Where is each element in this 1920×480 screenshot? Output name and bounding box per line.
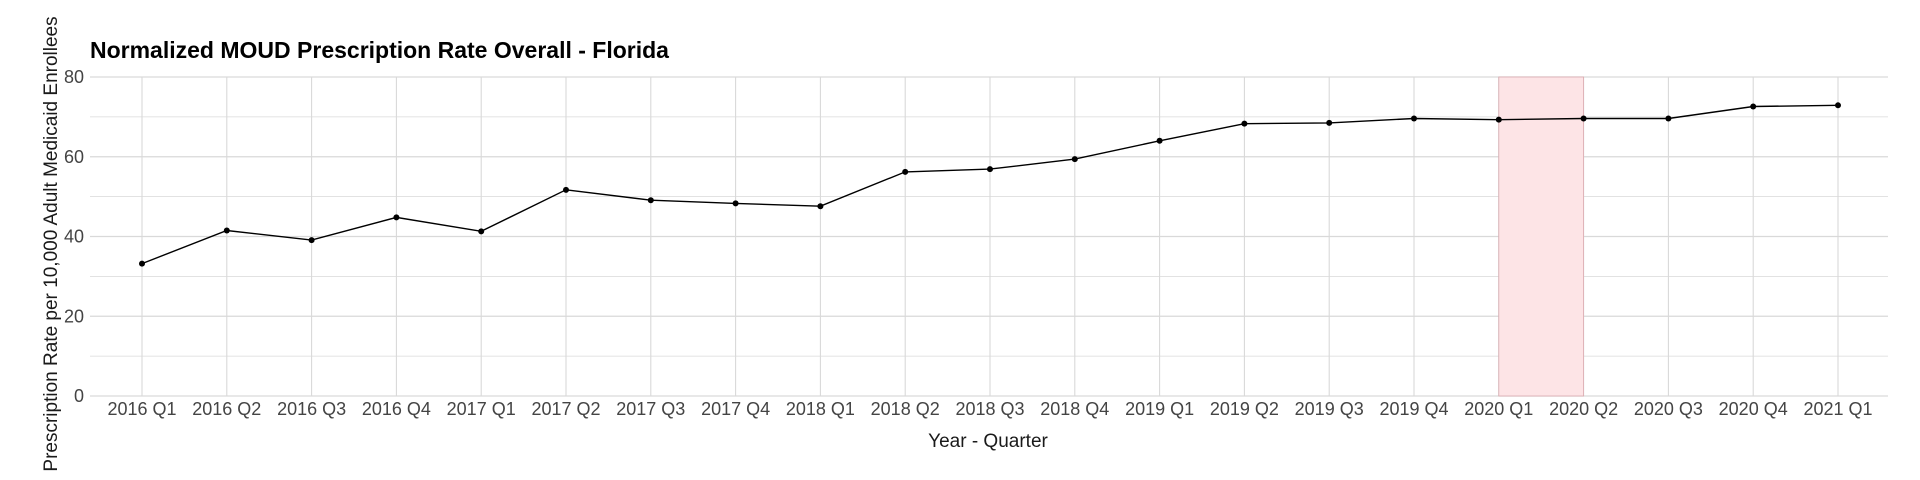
- y-tick-label: 20: [64, 306, 84, 326]
- x-tick-label: 2020 Q4: [1719, 399, 1788, 419]
- data-point: [478, 228, 485, 235]
- x-tick-label: 2017 Q1: [447, 399, 516, 419]
- x-tick-label: 2018 Q2: [871, 399, 940, 419]
- data-point: [1241, 120, 1248, 127]
- data-point: [1156, 137, 1163, 144]
- highlight-layer: [1498, 76, 1585, 397]
- x-tick-label: 2019 Q1: [1125, 399, 1194, 419]
- data-point: [1835, 102, 1841, 109]
- x-tick-label: 2016 Q3: [277, 399, 346, 419]
- highlight-band: [1498, 76, 1585, 397]
- data-point: [1580, 115, 1587, 122]
- x-tick-label: 2020 Q1: [1464, 399, 1533, 419]
- series-layer: [139, 102, 1841, 267]
- x-tick-label: 2017 Q3: [616, 399, 685, 419]
- x-tick-label: 2016 Q2: [192, 399, 261, 419]
- data-point: [393, 214, 400, 221]
- x-tick-label: 2016 Q4: [362, 399, 431, 419]
- data-point: [987, 166, 993, 173]
- y-axis-title: Prescription Rate per 10,000 Adult Medic…: [41, 16, 62, 471]
- data-point: [1750, 103, 1757, 110]
- chart-title: Normalized MOUD Prescription Rate Overal…: [90, 37, 669, 63]
- x-tick-label: 2017 Q2: [531, 399, 600, 419]
- data-point: [139, 260, 145, 267]
- x-axis-title: Year - Quarter: [928, 431, 1048, 452]
- x-tick-label: 2019 Q4: [1379, 399, 1448, 419]
- y-tick-label: 40: [64, 227, 84, 247]
- x-tick-label: 2018 Q4: [1040, 399, 1109, 419]
- x-tick-label: 2021 Q1: [1803, 399, 1872, 419]
- x-tick-label: 2018 Q3: [955, 399, 1024, 419]
- data-point: [817, 203, 824, 210]
- x-tick-label: 2019 Q2: [1210, 399, 1279, 419]
- tick-layer: 0 20 40 60 80 2016 Q1 2016 Q2 2016 Q3 2016 Q4 201…: [64, 67, 1873, 419]
- data-point: [1495, 116, 1502, 123]
- y-tick-label: 0: [74, 386, 84, 406]
- x-tick-label: 2017 Q4: [701, 399, 770, 419]
- data-point: [1071, 156, 1078, 163]
- data-point: [1665, 115, 1672, 122]
- data-point: [563, 186, 569, 193]
- grid-layer: [90, 76, 1888, 397]
- data-point: [1326, 119, 1333, 126]
- data-point: [732, 200, 739, 207]
- x-tick-label: 2018 Q1: [786, 399, 855, 419]
- x-tick-label: 2019 Q3: [1295, 399, 1364, 419]
- y-tick-label: 60: [64, 147, 84, 167]
- data-point: [647, 197, 654, 204]
- data-point: [1411, 115, 1417, 122]
- data-point: [308, 237, 315, 244]
- x-tick-label: 2020 Q2: [1549, 399, 1618, 419]
- data-point: [223, 227, 230, 234]
- x-tick-label: 2016 Q1: [107, 399, 176, 419]
- y-tick-label: 80: [64, 67, 84, 87]
- x-tick-label: 2020 Q3: [1634, 399, 1703, 419]
- data-point: [902, 168, 909, 175]
